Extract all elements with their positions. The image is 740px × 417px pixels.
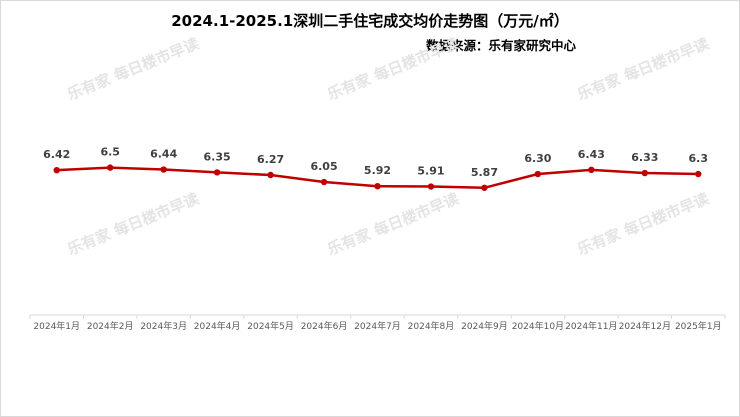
data-point — [641, 169, 649, 177]
x-tick-label: 2024年7月 — [354, 320, 401, 332]
x-tick-label: 2024年8月 — [408, 320, 455, 332]
x-tick-label: 2024年1月 — [33, 320, 80, 332]
data-label: 5.92 — [364, 164, 391, 177]
x-tick-label: 2024年5月 — [247, 320, 294, 332]
x-tick-label: 2024年4月 — [194, 320, 241, 332]
data-point — [267, 171, 274, 179]
x-tick-label: 2025年1月 — [675, 320, 722, 332]
data-label: 6.3 — [689, 152, 709, 165]
x-tick-label: 2024年9月 — [461, 320, 508, 332]
data-label: 6.43 — [578, 148, 605, 161]
data-point — [53, 166, 60, 174]
data-label: 5.87 — [471, 166, 498, 179]
data-label: 6.44 — [150, 148, 177, 161]
data-label: 6.30 — [524, 152, 551, 165]
data-label: 6.42 — [43, 148, 70, 161]
watermark: 乐有家 每日楼市早读 — [575, 34, 712, 103]
data-point — [534, 170, 542, 178]
x-tick-label: 2024年3月 — [140, 320, 187, 332]
data-label: 5.91 — [417, 165, 444, 178]
data-point — [427, 183, 435, 190]
data-point — [374, 182, 381, 190]
data-point — [160, 166, 167, 173]
data-point — [320, 178, 328, 186]
x-tick-label: 2024年6月 — [301, 320, 348, 332]
watermark: 乐有家 每日楼市早读 — [65, 34, 202, 103]
watermark: 乐有家 每日楼市早读 — [575, 189, 712, 258]
x-tick-label: 2024年11月 — [565, 320, 617, 332]
data-label: 6.33 — [631, 151, 658, 164]
data-point — [213, 169, 221, 176]
data-label: 6.5 — [100, 146, 120, 159]
data-label: 6.05 — [310, 160, 337, 173]
x-tick-label: 2024年2月 — [87, 320, 134, 332]
watermark: 乐有家 每日楼市早读 — [65, 189, 202, 258]
chart-source: 数据来源：乐有家研究中心 — [426, 38, 577, 53]
x-tick-label: 2024年12月 — [619, 320, 671, 332]
chart-title: 2024.1-2025.1深圳二手住宅成交均价走势图（万元/㎡） — [171, 12, 569, 30]
x-tick-label: 2024年10月 — [512, 320, 564, 332]
data-point — [106, 164, 114, 171]
data-point — [588, 166, 595, 174]
data-point — [481, 184, 488, 191]
data-point — [695, 170, 702, 178]
data-label: 6.27 — [257, 153, 284, 166]
watermark: 乐有家 每日楼市早读 — [325, 189, 462, 258]
data-label: 6.35 — [204, 150, 231, 163]
watermark: 乐有家 每日楼市早读 — [325, 34, 462, 103]
